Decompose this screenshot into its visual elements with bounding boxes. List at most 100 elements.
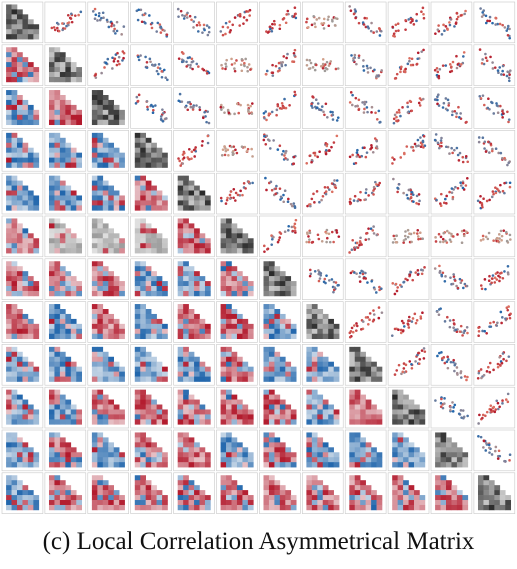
matrix-cell-7-4 — [130, 258, 172, 300]
matrix-cell-9-7 — [259, 344, 301, 386]
matrix-cell-6-9 — [344, 215, 387, 258]
matrix-cell-3-3 — [87, 87, 130, 129]
matrix-cell-1-6 — [216, 1, 258, 44]
matrix-cell-4-9 — [344, 130, 387, 172]
matrix-cell-5-9 — [344, 172, 387, 215]
matrix-cell-6-11 — [430, 215, 473, 258]
matrix-cell-3-6 — [216, 87, 258, 129]
correlation-matrix — [1, 1, 516, 514]
matrix-cell-2-6 — [216, 44, 258, 86]
matrix-cell-12-9 — [344, 472, 387, 514]
matrix-cell-2-7 — [259, 44, 301, 86]
matrix-cell-12-8 — [301, 472, 344, 514]
matrix-cell-12-4 — [130, 472, 172, 514]
matrix-cell-9-9 — [344, 344, 387, 386]
matrix-cell-5-6 — [216, 172, 258, 215]
matrix-cell-11-3 — [87, 429, 130, 472]
matrix-cell-3-1 — [1, 87, 44, 129]
matrix-cell-5-7 — [259, 172, 301, 215]
matrix-cell-10-1 — [1, 386, 44, 429]
matrix-cell-4-11 — [430, 130, 473, 172]
matrix-cell-11-1 — [1, 429, 44, 472]
matrix-cell-10-9 — [344, 386, 387, 429]
matrix-cell-6-3 — [87, 215, 130, 258]
matrix-cell-9-8 — [301, 344, 344, 386]
matrix-cell-12-6 — [216, 472, 258, 514]
matrix-cell-5-4 — [130, 172, 172, 215]
matrix-cell-4-7 — [259, 130, 301, 172]
matrix-cell-2-8 — [301, 44, 344, 86]
matrix-cell-8-4 — [130, 301, 172, 343]
matrix-cell-10-4 — [130, 386, 172, 429]
matrix-cell-6-2 — [44, 215, 87, 258]
matrix-cell-4-4 — [130, 130, 172, 172]
matrix-cell-2-2 — [44, 44, 87, 86]
matrix-cell-8-10 — [387, 301, 430, 343]
matrix-cell-4-8 — [301, 130, 344, 172]
matrix-cell-3-11 — [430, 87, 473, 129]
matrix-cell-11-6 — [216, 429, 258, 472]
matrix-cell-6-6 — [216, 215, 258, 258]
matrix-cell-11-8 — [301, 429, 344, 472]
matrix-cell-10-10 — [387, 386, 430, 429]
matrix-cell-5-3 — [87, 172, 130, 215]
matrix-cell-3-7 — [259, 87, 301, 129]
matrix-cell-11-12 — [473, 429, 516, 472]
matrix-cell-10-7 — [259, 386, 301, 429]
matrix-cell-4-1 — [1, 130, 44, 172]
matrix-cell-11-2 — [44, 429, 87, 472]
matrix-cell-5-10 — [387, 172, 430, 215]
matrix-cell-8-1 — [1, 301, 44, 343]
matrix-cell-8-9 — [344, 301, 387, 343]
matrix-cell-12-10 — [387, 472, 430, 514]
matrix-cell-8-11 — [430, 301, 473, 343]
matrix-cell-1-4 — [130, 1, 172, 44]
matrix-cell-9-5 — [173, 344, 215, 386]
matrix-cell-1-7 — [259, 1, 301, 44]
matrix-cell-2-1 — [1, 44, 44, 86]
matrix-cell-2-5 — [173, 44, 215, 86]
matrix-cell-9-2 — [44, 344, 87, 386]
matrix-cell-8-2 — [44, 301, 87, 343]
matrix-cell-7-9 — [344, 258, 387, 300]
matrix-cell-5-1 — [1, 172, 44, 215]
matrix-cell-11-9 — [344, 429, 387, 472]
matrix-cell-4-5 — [173, 130, 215, 172]
matrix-cell-6-12 — [473, 215, 516, 258]
matrix-cell-10-6 — [216, 386, 258, 429]
matrix-cell-5-12 — [473, 172, 516, 215]
matrix-cell-10-11 — [430, 386, 473, 429]
figure-caption: (c) Local Correlation Asymmetrical Matri… — [42, 528, 475, 555]
matrix-cell-3-8 — [301, 87, 344, 129]
matrix-cell-2-10 — [387, 44, 430, 86]
matrix-cell-11-11 — [430, 429, 473, 472]
matrix-cell-1-5 — [173, 1, 215, 44]
matrix-cell-5-2 — [44, 172, 87, 215]
matrix-cell-6-8 — [301, 215, 344, 258]
matrix-cell-1-1 — [1, 1, 44, 44]
matrix-cell-7-12 — [473, 258, 516, 300]
matrix-cell-12-11 — [430, 472, 473, 514]
matrix-cell-10-5 — [173, 386, 215, 429]
matrix-cell-9-11 — [430, 344, 473, 386]
matrix-cell-7-5 — [173, 258, 215, 300]
matrix-cell-1-3 — [87, 1, 130, 44]
matrix-cell-9-3 — [87, 344, 130, 386]
matrix-cell-2-4 — [130, 44, 172, 86]
matrix-cell-6-10 — [387, 215, 430, 258]
matrix-cell-3-2 — [44, 87, 87, 129]
matrix-cell-1-10 — [387, 1, 430, 44]
matrix-cell-3-9 — [344, 87, 387, 129]
matrix-cell-2-12 — [473, 44, 516, 86]
matrix-cell-8-3 — [87, 301, 130, 343]
matrix-cell-6-7 — [259, 215, 301, 258]
matrix-cell-8-8 — [301, 301, 344, 343]
matrix-cell-3-12 — [473, 87, 516, 129]
matrix-cell-8-7 — [259, 301, 301, 343]
matrix-cell-7-7 — [259, 258, 301, 300]
matrix-cell-8-5 — [173, 301, 215, 343]
matrix-cell-10-2 — [44, 386, 87, 429]
matrix-cell-1-2 — [44, 1, 87, 44]
matrix-cell-9-1 — [1, 344, 44, 386]
matrix-cell-4-6 — [216, 130, 258, 172]
